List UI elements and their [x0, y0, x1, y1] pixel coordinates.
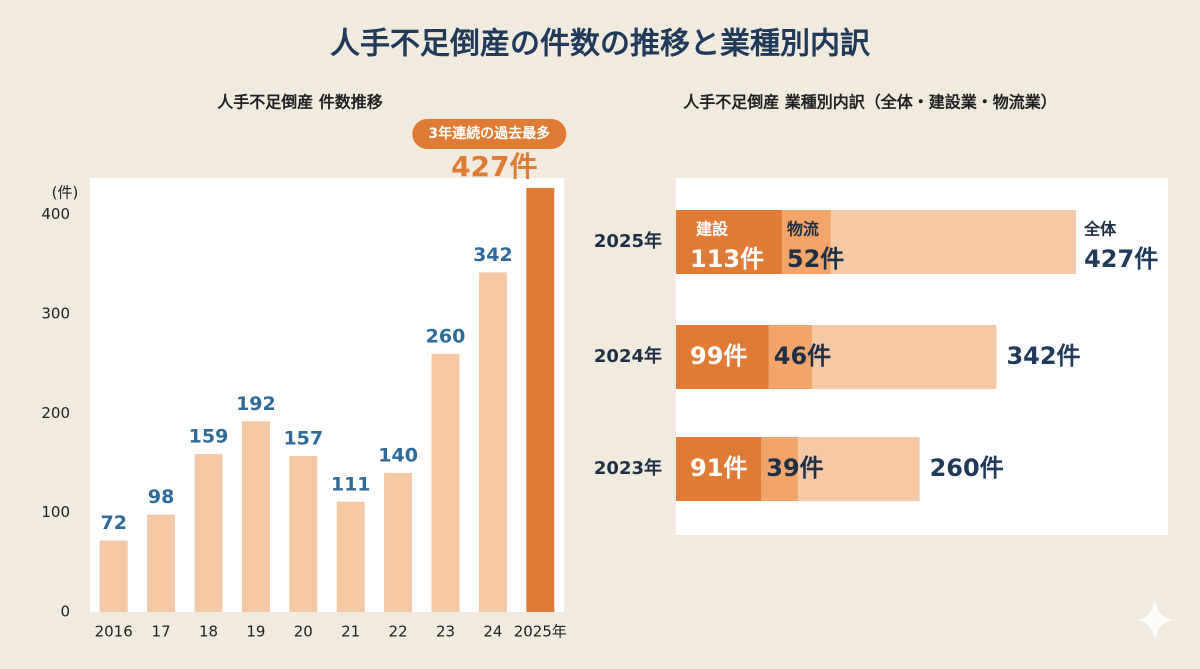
value-label: 342 [473, 244, 513, 266]
y-tick-label: 0 [60, 603, 70, 621]
x-tick-label: 17 [152, 623, 171, 641]
bar [241, 421, 270, 612]
bar-segment [761, 437, 798, 501]
bar-segment [676, 325, 769, 389]
y-axis-label: (件) [52, 184, 79, 202]
chart-subtitle: 人手不足倒産 件数推移 [217, 93, 383, 112]
chart-subtitle: 人手不足倒産 業種別内訳（全体・建設業・物流業） [683, 93, 1057, 112]
sparkle-icon [1137, 600, 1173, 640]
value-label: 46件 [774, 342, 831, 370]
legend-label: 建設 [696, 220, 729, 239]
y-tick-label: 300 [41, 305, 70, 323]
bar [289, 456, 318, 612]
y-tick-label: 2023年 [594, 457, 662, 479]
x-tick-label: 19 [246, 623, 265, 641]
x-tick-label: 18 [199, 623, 218, 641]
y-tick-label: 200 [41, 404, 70, 422]
value-label: 159 [189, 426, 229, 448]
x-tick-label: 20 [294, 623, 313, 641]
y-tick-label: 400 [41, 205, 70, 223]
value-label: 98 [148, 486, 174, 508]
bar [526, 187, 555, 613]
value-label: 52件 [787, 245, 844, 273]
bar [384, 472, 413, 612]
bar [99, 540, 128, 612]
x-tick-label: 23 [436, 623, 455, 641]
value-label: 427件 [451, 150, 537, 183]
bar-segment [781, 210, 831, 274]
bar [336, 501, 365, 612]
bar-segment [768, 325, 812, 389]
bar [194, 454, 223, 612]
annotation-pill [412, 119, 567, 149]
bar [147, 514, 176, 612]
y-tick-label: 2024年 [594, 345, 662, 367]
bar [478, 272, 507, 612]
value-label: 260 [426, 325, 466, 347]
value-label: 39件 [766, 454, 823, 482]
x-tick-label: 2016 [95, 623, 133, 641]
value-label: 157 [283, 428, 323, 450]
value-label: 111 [331, 473, 371, 495]
x-tick-label: 22 [389, 623, 408, 641]
value-label: 342件 [1006, 342, 1080, 370]
annotation: 3年連続の過去最多 [428, 125, 550, 142]
value-label: 427件 [1084, 245, 1158, 273]
value-label: 113件 [690, 245, 764, 273]
value-label: 99件 [690, 342, 747, 370]
value-label: 260件 [930, 454, 1004, 482]
bar-segment [676, 437, 762, 501]
value-label: 192 [236, 393, 276, 415]
y-tick-label: 2025年 [594, 230, 662, 252]
bar [431, 353, 460, 612]
x-tick-label: 24 [483, 623, 502, 641]
x-tick-label: 2025年 [514, 623, 567, 641]
main-title: 人手不足倒産の件数の推移と業種別内訳 [330, 27, 871, 62]
legend-label: 物流 [787, 220, 819, 239]
value-label: 91件 [690, 454, 747, 482]
legend-label: 全体 [1083, 220, 1117, 239]
value-label: 72 [100, 512, 126, 534]
bar-segment [676, 210, 782, 274]
y-tick-label: 100 [41, 503, 70, 521]
value-label: 140 [378, 444, 418, 466]
x-tick-label: 21 [341, 623, 360, 641]
